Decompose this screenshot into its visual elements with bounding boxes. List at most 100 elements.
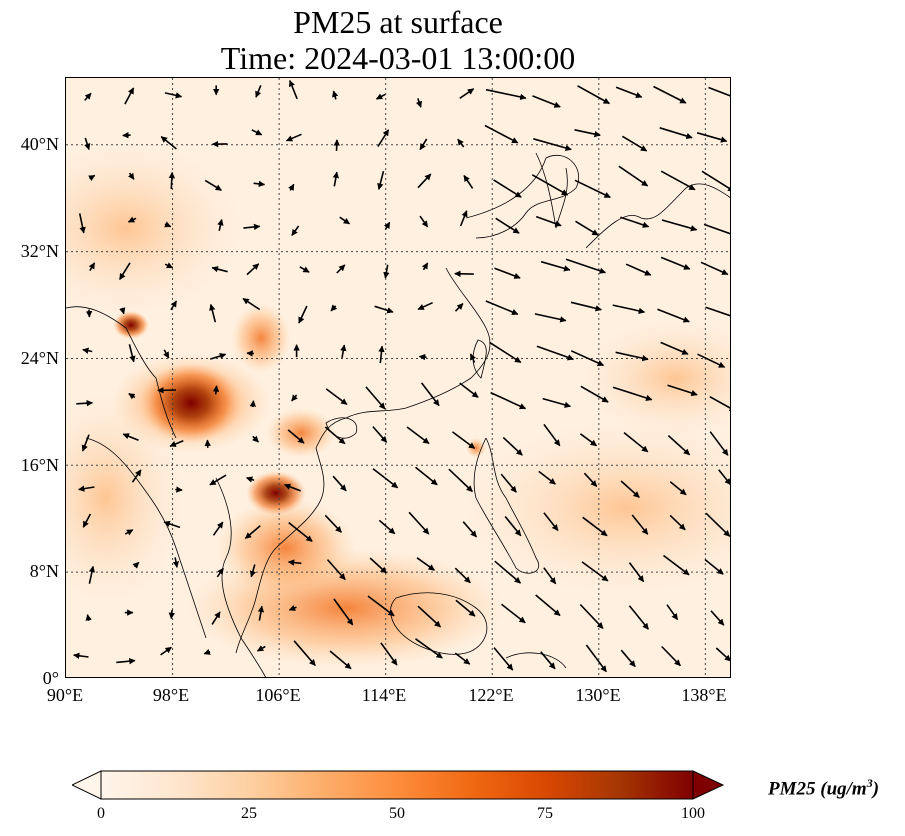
colorbar-body	[100, 770, 694, 800]
wind-arrow	[501, 603, 526, 624]
wind-arrow	[285, 133, 302, 142]
wind-arrow	[252, 435, 259, 443]
wind-arrow	[448, 468, 473, 493]
wind-arrow	[211, 266, 228, 273]
wind-arrow	[701, 170, 730, 192]
wind-arrow	[454, 652, 471, 665]
wind-arrow	[543, 423, 561, 447]
wind-arrow	[574, 129, 601, 138]
wind-arrow	[287, 429, 305, 444]
lat-tick-32n: 32°N	[20, 241, 59, 261]
wind-arrow	[365, 386, 386, 410]
wind-arrow	[667, 435, 691, 456]
wind-arrow	[494, 267, 521, 279]
wind-arrow	[535, 594, 561, 617]
wind-arrow	[375, 93, 386, 100]
wind-arrow	[168, 171, 176, 190]
wind-arrow	[340, 344, 347, 359]
wind-arrow	[709, 431, 729, 456]
colorbar-max-extend	[692, 770, 725, 800]
wind-arrow	[661, 219, 698, 232]
wind-arrow	[84, 92, 92, 101]
wind-arrow	[374, 305, 394, 314]
wind-arrow	[705, 306, 730, 317]
wind-arrow	[172, 557, 180, 568]
wind-arrow	[538, 470, 556, 485]
wind-arrow	[459, 382, 479, 398]
wind-arrow	[81, 434, 90, 452]
lon-tick-114e: 114°E	[361, 685, 407, 705]
wind-arrow	[377, 170, 385, 190]
wind-arrow	[457, 138, 465, 148]
wind-arrow	[580, 385, 609, 403]
wind-arrow	[415, 98, 423, 108]
wind-arrow	[585, 644, 607, 673]
wind-arrow	[163, 349, 170, 359]
wind-arrow	[615, 86, 643, 99]
wind-arrow	[485, 300, 519, 315]
wind-arrow	[417, 301, 433, 311]
wind-arrow	[291, 225, 300, 236]
wind-arrow	[216, 567, 224, 578]
pm25-map	[66, 78, 730, 677]
wind-arrow	[249, 400, 257, 408]
colorbar-tick-0: 0	[97, 805, 105, 822]
wind-arrow	[417, 605, 442, 628]
wind-arrow	[378, 345, 385, 364]
wind-arrow	[160, 135, 177, 150]
wind-arrow	[122, 433, 139, 441]
wind-arrow	[212, 385, 220, 395]
wind-arrow	[620, 216, 650, 228]
wind-arrow	[419, 215, 429, 228]
wind-arrow	[325, 388, 348, 406]
wind-arrow	[469, 353, 476, 363]
wind-arrow	[718, 469, 730, 486]
wind-arrow	[380, 642, 398, 666]
wind-arrow	[462, 521, 478, 538]
wind-arrow	[217, 218, 224, 231]
wind-arrow	[416, 557, 435, 571]
wind-arrow	[615, 351, 649, 362]
colorbar-label-text: PM25 (ug/m	[768, 778, 867, 800]
lat-tick-24n: 24°N	[20, 348, 59, 368]
wind-arrow	[620, 649, 636, 668]
wind-arrow	[203, 648, 211, 655]
wind-arrow	[535, 215, 562, 227]
wind-arrow	[288, 604, 297, 611]
wind-arrow	[76, 399, 94, 407]
wind-arrow	[88, 565, 96, 584]
wind-arrow	[124, 87, 135, 105]
colorbar-tick-50: 50	[389, 805, 405, 822]
wind-arrow	[408, 511, 430, 535]
wind-arrow	[119, 262, 131, 280]
colorbar-label: PM25 (ug/m3)	[768, 776, 879, 800]
wind-arrow	[660, 170, 696, 191]
wind-arrow	[419, 138, 428, 151]
wind-arrow	[660, 341, 689, 355]
wind-arrow	[494, 560, 522, 584]
wind-arrow	[288, 521, 313, 543]
wind-arrow	[452, 431, 476, 450]
wind-arrow	[209, 303, 217, 323]
wind-arrow	[666, 604, 679, 621]
wind-arrow	[710, 610, 725, 626]
wind-arrow	[332, 171, 340, 187]
wind-arrow	[579, 433, 598, 447]
wind-arrow	[372, 426, 388, 443]
wind-arrow	[383, 221, 391, 230]
wind-arrow	[324, 426, 346, 445]
wind-arrow	[660, 256, 691, 270]
wind-arrow	[533, 138, 572, 152]
wind-arrow	[570, 301, 602, 312]
wind-arrow	[169, 439, 184, 447]
wind-arrow	[168, 609, 175, 620]
wind-arrow	[85, 614, 92, 622]
wind-arrow	[244, 525, 261, 540]
wind-arrow	[209, 352, 227, 360]
wind-arrow	[663, 554, 690, 576]
lon-tick-130e: 130°E	[575, 685, 621, 705]
wind-arrow	[612, 304, 646, 314]
lon-tick-98e: 98°E	[152, 685, 190, 705]
colorbar	[72, 770, 725, 800]
wind-arrow	[160, 646, 172, 656]
